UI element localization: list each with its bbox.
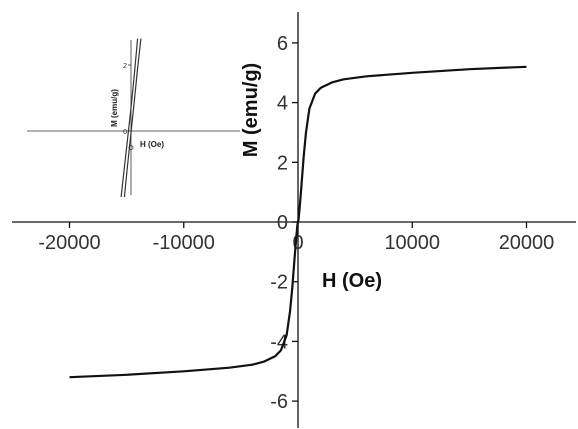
series-group [69,65,527,379]
y-tick-label: 0 [277,212,288,234]
inset-y-tick-label: 0 [123,129,127,136]
y-tick-label: -6 [270,391,288,413]
y-tick-label: 6 [277,33,288,55]
x-tick-label: -20000 [38,232,100,254]
x-tick-label: 20000 [499,232,555,254]
inset-origin-marker [128,145,134,151]
inset-y-axis-label: M (emu/g) [110,89,119,127]
y-tick-label: 2 [277,152,288,174]
y-tick-label: -4 [270,331,288,353]
x-tick-label: 0 [292,232,303,254]
inset-x-axis-label: H (Oe) [140,140,164,149]
inset-y-tick-label: 2 [123,63,127,70]
y-tick-label: 4 [277,93,288,115]
inset-series-group [120,38,142,198]
series-line [69,65,527,379]
x-tick-label: -10000 [153,232,215,254]
x-ticks: -20000 -10000 0 10000 20000 [38,222,554,254]
inset-series-line [120,38,139,198]
x-tick-label: 10000 [384,232,440,254]
inset-y-ticks: 02 [123,63,131,136]
y-tick-label: -2 [270,272,288,294]
inset-series-line [123,38,142,198]
inset-plot: 02 H (Oe) M (emu/g) [27,38,240,198]
x-axis-label: H (Oe) [322,270,382,292]
y-axis-label: M (emu/g) [240,63,262,157]
